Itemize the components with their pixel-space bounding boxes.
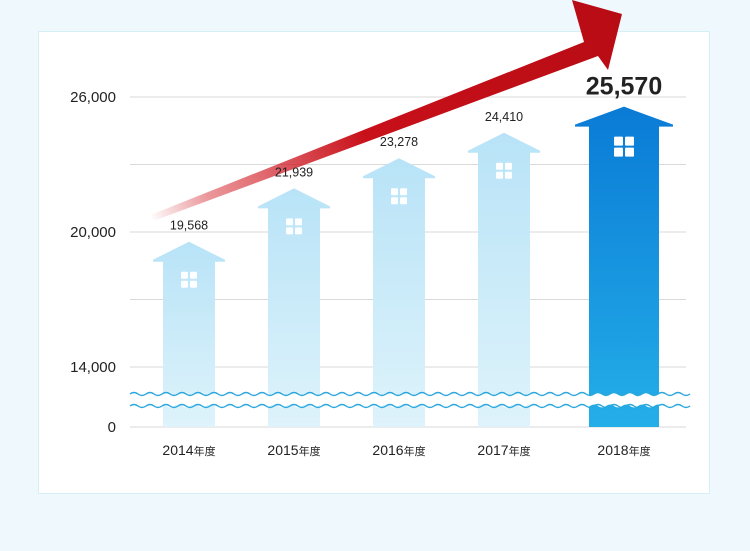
- bar-2014年度: [153, 241, 225, 427]
- y-tick-label: 20,000: [70, 224, 116, 241]
- bar-2018年度: [575, 106, 673, 428]
- window-pane: [496, 162, 503, 170]
- labels-group: 0 14,000 20,000 26,000 19,568 2014年度 21,939 201…: [70, 73, 662, 458]
- window-pane: [181, 271, 188, 279]
- data-label: 24,410: [485, 110, 523, 124]
- window-pane: [400, 188, 407, 196]
- data-label: 23,278: [380, 135, 418, 149]
- x-tick-label: 2014年度: [162, 442, 215, 458]
- x-tick-label: 2017年度: [477, 442, 530, 458]
- bar-2015年度: [258, 188, 330, 427]
- data-label: 25,570: [586, 73, 662, 101]
- window-pane: [625, 147, 634, 157]
- trend-arrow: [148, 0, 622, 220]
- house-window-icon: [614, 136, 634, 157]
- house-window-icon: [181, 271, 197, 288]
- window-pane: [400, 197, 407, 205]
- house-window-icon: [391, 188, 407, 205]
- y-tick-label: 0: [108, 419, 116, 436]
- window-pane: [614, 136, 623, 146]
- window-pane: [614, 147, 623, 157]
- window-pane: [190, 280, 197, 288]
- window-pane: [295, 227, 302, 235]
- x-tick-label: 2016年度: [372, 442, 425, 458]
- y-tick-label: 14,000: [70, 359, 116, 376]
- window-pane: [295, 218, 302, 226]
- window-pane: [190, 271, 197, 279]
- window-pane: [505, 171, 512, 179]
- window-pane: [286, 227, 293, 235]
- bars-group: [153, 106, 673, 428]
- window-pane: [496, 171, 503, 179]
- bar-2017年度: [468, 132, 540, 427]
- x-tick-label: 2018年度: [597, 442, 650, 458]
- trend-arrow-group: [148, 0, 622, 220]
- data-label: 19,568: [170, 219, 208, 233]
- x-tick-label: 2015年度: [267, 442, 320, 458]
- window-pane: [181, 280, 188, 288]
- house-window-icon: [286, 218, 302, 235]
- axis-break-wave-bottom: [129, 403, 691, 409]
- window-pane: [505, 162, 512, 170]
- bar-2016年度: [363, 158, 435, 427]
- window-pane: [286, 218, 293, 226]
- data-label: 21,939: [275, 165, 313, 179]
- axis-break-wave-top: [129, 391, 691, 397]
- window-pane: [391, 188, 398, 196]
- window-pane: [625, 136, 634, 146]
- axis-break-group: [126, 391, 691, 409]
- window-pane: [391, 197, 398, 205]
- house-window-icon: [496, 162, 512, 179]
- y-tick-label: 26,000: [70, 89, 116, 106]
- axis-break-band: [126, 392, 690, 408]
